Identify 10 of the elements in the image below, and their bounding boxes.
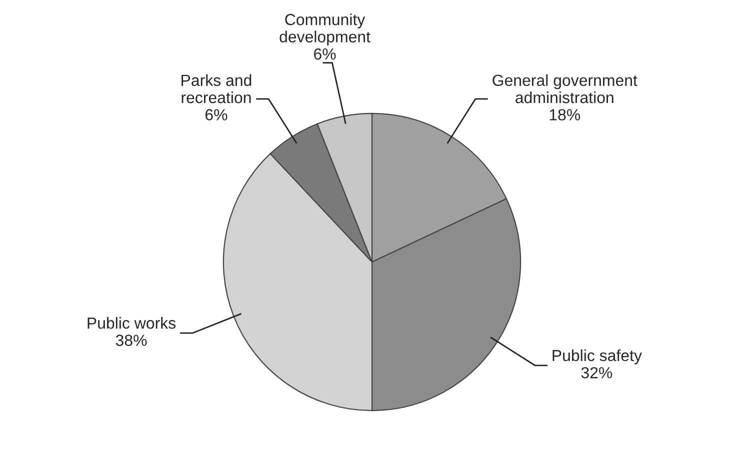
data-label: 38% (116, 334, 147, 346)
data-label: 6% (314, 48, 336, 60)
slice-label: General government administration (492, 74, 638, 104)
slice-label: Public works (88, 317, 176, 329)
slice-label: Community development (280, 14, 370, 46)
data-label: 32% (581, 367, 612, 378)
slice-label: Public safety (552, 349, 642, 364)
data-label: 6% (205, 109, 228, 120)
data-label: 18% (550, 109, 580, 120)
slice-label: Parks and recreation (182, 74, 252, 104)
